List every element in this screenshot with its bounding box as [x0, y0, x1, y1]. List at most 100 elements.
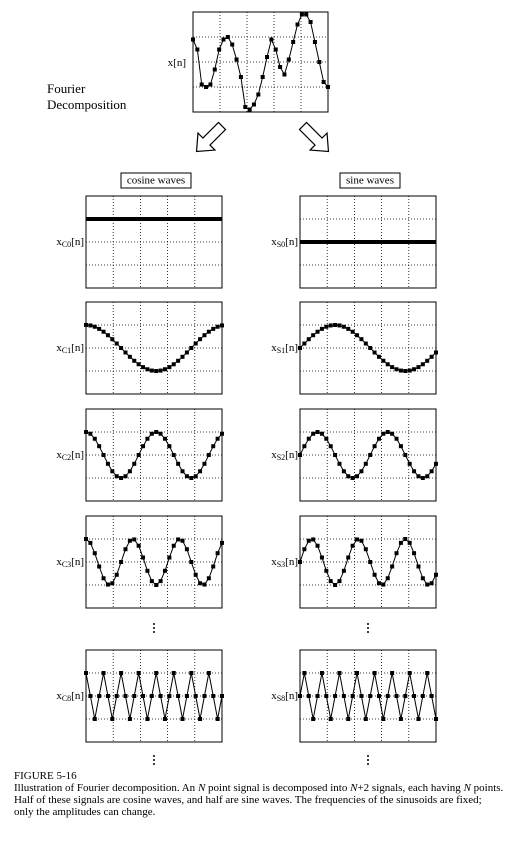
plot-frame	[85, 301, 223, 395]
sample	[230, 42, 235, 47]
sample	[189, 560, 194, 564]
sample	[337, 671, 342, 675]
sample	[132, 537, 137, 542]
label-sub: S8	[277, 694, 285, 703]
sample	[184, 474, 189, 479]
sample	[302, 671, 307, 675]
sample	[97, 564, 102, 569]
sample	[394, 436, 399, 441]
sample	[355, 474, 360, 479]
sample	[269, 37, 274, 42]
sample	[333, 323, 338, 327]
sample	[346, 474, 351, 479]
sample	[298, 346, 302, 350]
sample	[136, 671, 141, 675]
sample	[333, 583, 338, 587]
sample	[385, 430, 390, 434]
ellipsis-dot	[367, 759, 369, 761]
sample	[101, 671, 106, 675]
signal-label: xC0[n]	[56, 236, 84, 249]
sample	[359, 469, 364, 474]
caption: FIGURE 5-16 Illustration of Fourier deco…	[14, 770, 504, 818]
sample	[291, 40, 296, 44]
sample	[149, 694, 154, 698]
sample	[328, 579, 333, 584]
sample	[416, 717, 421, 721]
sample	[123, 350, 128, 355]
sample	[234, 57, 239, 62]
label-suffix: [n]	[71, 556, 84, 568]
sample	[407, 368, 412, 373]
sample	[311, 333, 316, 338]
sample	[202, 461, 207, 466]
sample	[97, 694, 102, 698]
sample	[136, 543, 141, 548]
sample	[123, 547, 128, 552]
label-base: x	[271, 342, 277, 354]
sample	[416, 564, 421, 569]
sample	[298, 694, 302, 698]
sample	[346, 717, 351, 721]
sample	[110, 717, 115, 721]
sample	[372, 444, 377, 449]
sample	[337, 323, 342, 328]
sample	[141, 365, 146, 370]
sample	[180, 469, 185, 474]
header-box	[120, 172, 192, 189]
sample	[154, 430, 159, 434]
sample	[324, 568, 329, 573]
sample	[385, 576, 390, 581]
sample	[202, 582, 207, 587]
sample	[114, 341, 119, 346]
sample	[211, 326, 216, 331]
ellipsis-dot	[367, 623, 369, 625]
sample	[189, 476, 194, 480]
sample	[324, 694, 329, 698]
ellipsis-dot	[367, 631, 369, 633]
ellipsis-dot	[153, 755, 155, 757]
sample	[350, 694, 355, 698]
sample	[171, 543, 176, 548]
sample	[333, 694, 338, 698]
sample	[202, 333, 207, 338]
sample	[238, 75, 243, 79]
sample	[328, 444, 333, 449]
sample	[407, 461, 412, 466]
sample	[376, 436, 381, 441]
sample	[359, 694, 364, 698]
sample	[273, 47, 278, 52]
sample	[92, 551, 97, 556]
arrow	[298, 121, 330, 153]
sample	[105, 461, 110, 466]
sample	[385, 694, 390, 698]
sample	[333, 453, 338, 457]
sample	[407, 671, 412, 675]
sample	[282, 72, 287, 77]
sample	[363, 717, 368, 721]
sample	[398, 368, 403, 373]
sample	[123, 474, 128, 479]
sample	[306, 538, 311, 543]
signal-label: xC8[n]	[56, 690, 84, 703]
sample	[215, 436, 220, 441]
sample	[220, 540, 224, 545]
sample	[372, 350, 377, 355]
sample	[319, 555, 324, 560]
sample	[119, 560, 124, 564]
label-suffix: [n]	[285, 236, 298, 248]
label-base: x	[56, 449, 62, 461]
sample	[154, 671, 159, 675]
ellipsis-dot	[153, 627, 155, 629]
sample	[434, 461, 438, 466]
sample	[368, 694, 373, 698]
plot-frame	[85, 408, 223, 502]
sample	[184, 694, 189, 698]
sample	[381, 717, 386, 721]
arrow	[195, 121, 227, 153]
sample	[110, 581, 115, 586]
signal-label: xS2[n]	[271, 449, 298, 462]
sample	[158, 579, 163, 584]
label-sub: C8	[62, 694, 71, 703]
sample	[304, 12, 309, 17]
